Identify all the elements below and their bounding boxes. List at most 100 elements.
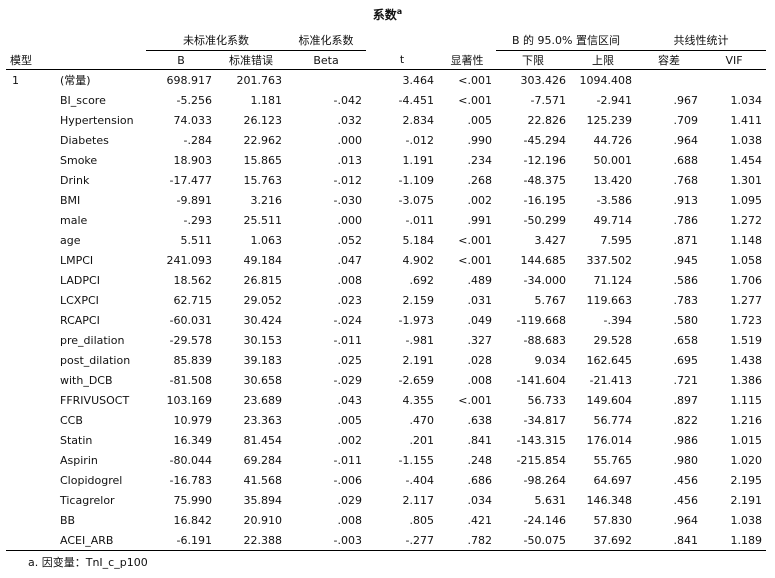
lower-bound-cell: -45.294 — [523, 133, 566, 147]
variable-name-cell: Ticagrelor — [60, 493, 115, 507]
variable-column-header — [54, 50, 146, 70]
upper-bound-cell: 50.001 — [593, 153, 633, 167]
vif-cell: 1.095 — [730, 193, 763, 207]
table-row: with_DCB -81.508 30.658 -.029 -2.659 .008 -141… — [6, 370, 766, 390]
std-error-cell: 30.424 — [243, 313, 283, 327]
tolerance-cell: .709 — [673, 113, 699, 127]
model-cell — [6, 170, 54, 190]
significance-column-header: 显著性 — [438, 50, 496, 70]
variable-name-cell: Smoke — [60, 153, 98, 167]
lower-bound-cell: -88.683 — [523, 333, 566, 347]
beta-cell — [286, 70, 366, 91]
beta-cell: -.006 — [333, 473, 362, 487]
table-row: FFRIVUSOCT 103.169 23.689 .043 4.355 <.001 56.… — [6, 390, 766, 410]
beta-cell: -.011 — [333, 453, 362, 467]
beta-cell: -.042 — [333, 93, 362, 107]
significance-cell: .990 — [467, 133, 493, 147]
tolerance-cell: .897 — [673, 393, 699, 407]
lower-bound-column-header: 下限 — [496, 50, 570, 70]
table-row: Clopidogrel -16.783 41.568 -.006 -.404 .686 -9… — [6, 470, 766, 490]
significance-cell: .005 — [467, 113, 493, 127]
tolerance-cell: .580 — [673, 313, 699, 327]
table-row: BMI -9.891 3.216 -.030 -3.075 .002 -16.195 -3.5… — [6, 190, 766, 210]
vif-cell: 1.020 — [730, 453, 763, 467]
std-error-cell: 26.815 — [243, 273, 283, 287]
variable-name-cell: BB — [60, 513, 76, 527]
vif-column-header: VIF — [702, 50, 767, 70]
model-cell — [6, 530, 54, 551]
significance-cell: .248 — [467, 453, 493, 467]
std-error-cell: 201.763 — [236, 73, 283, 87]
t-cell: -.012 — [405, 133, 434, 147]
model-column-header: 模型 — [6, 50, 54, 70]
table-row: Hypertension 74.033 26.123 .032 2.834 .005 22.… — [6, 110, 766, 130]
std-error-cell: 26.123 — [243, 113, 283, 127]
t-cell: 2.191 — [402, 353, 435, 367]
std-error-cell: 20.910 — [243, 513, 283, 527]
t-cell: -.981 — [405, 333, 434, 347]
tolerance-cell: .456 — [673, 493, 699, 507]
significance-cell: .034 — [467, 493, 493, 507]
t-cell: -4.451 — [398, 93, 434, 107]
beta-cell: .000 — [337, 213, 363, 227]
t-cell: -.277 — [366, 530, 438, 551]
lower-bound-cell: 3.427 — [534, 233, 567, 247]
beta-cell: -.011 — [333, 333, 362, 347]
vif-cell: 1.272 — [730, 213, 763, 227]
lower-bound-cell: -98.264 — [523, 473, 566, 487]
upper-bound-cell: 49.714 — [593, 213, 633, 227]
title-text: 系数 — [372, 8, 397, 22]
lower-bound-cell: -141.604 — [516, 373, 566, 387]
variable-name-cell: Aspirin — [60, 453, 98, 467]
vif-cell: 1.386 — [730, 373, 763, 387]
table-row: Aspirin -80.044 69.284 -.011 -1.155 .248 -215.… — [6, 450, 766, 470]
variable-name-cell: LMPCI — [60, 253, 94, 267]
variable-name-cell: FFRIVUSOCT — [60, 393, 130, 407]
b-cell: -81.508 — [169, 373, 212, 387]
significance-cell: .049 — [467, 313, 493, 327]
tolerance-cell: .871 — [673, 233, 699, 247]
variable-name-cell: LADPCI — [60, 273, 100, 287]
table-row: Smoke 18.903 15.865 .013 1.191 .234 -12.196 50.… — [6, 150, 766, 170]
std-error-cell: 81.454 — [243, 433, 283, 447]
variable-name-cell: LCXPCI — [60, 293, 99, 307]
std-error-cell: 22.962 — [243, 133, 283, 147]
table-row: BI_score -5.256 1.181 -.042 -4.451 <.001 -7.57… — [6, 90, 766, 110]
b-cell: 16.842 — [173, 513, 213, 527]
tolerance-cell: .841 — [636, 530, 703, 551]
significance-cell: <.001 — [458, 393, 492, 407]
model-cell — [6, 490, 54, 510]
t-cell: 3.464 — [402, 73, 435, 87]
t-cell: 2.159 — [402, 293, 435, 307]
beta-cell: .023 — [337, 293, 363, 307]
tolerance-cell: .695 — [673, 353, 699, 367]
lower-bound-cell: 144.685 — [520, 253, 567, 267]
b-cell: -6.191 — [146, 530, 216, 551]
lower-bound-cell: 5.631 — [534, 493, 567, 507]
tolerance-cell: .456 — [673, 473, 699, 487]
variable-name-cell: Drink — [60, 173, 90, 187]
vif-cell: 1.438 — [730, 353, 763, 367]
std-error-cell: 49.184 — [243, 253, 283, 267]
model-cell — [6, 290, 54, 310]
table-row: male -.293 25.511 .000 -.011 .991 -50.299 49.71… — [6, 210, 766, 230]
model-cell — [6, 270, 54, 290]
lower-bound-cell: -143.315 — [516, 433, 566, 447]
b-cell: 698.917 — [166, 73, 213, 87]
std-error-cell: 25.511 — [243, 213, 283, 227]
upper-bound-cell: 7.595 — [600, 233, 633, 247]
t-cell: 2.117 — [402, 493, 435, 507]
beta-cell: .025 — [337, 353, 363, 367]
beta-cell: -.024 — [333, 313, 362, 327]
variable-name-cell: Clopidogrel — [60, 473, 123, 487]
vif-cell: 2.195 — [730, 473, 763, 487]
upper-bound-cell: 13.420 — [593, 173, 633, 187]
table-body: 1 (常量) 698.917 201.763 3.464 <.001 303.426 1094… — [6, 70, 767, 551]
beta-cell: .047 — [337, 253, 363, 267]
variable-name-cell: CCB — [60, 413, 83, 427]
lower-bound-cell: -50.299 — [523, 213, 566, 227]
b-cell: 16.349 — [173, 433, 213, 447]
t-cell: -.011 — [405, 213, 434, 227]
lower-bound-cell: -215.854 — [516, 453, 566, 467]
std-error-cell: 39.183 — [243, 353, 283, 367]
